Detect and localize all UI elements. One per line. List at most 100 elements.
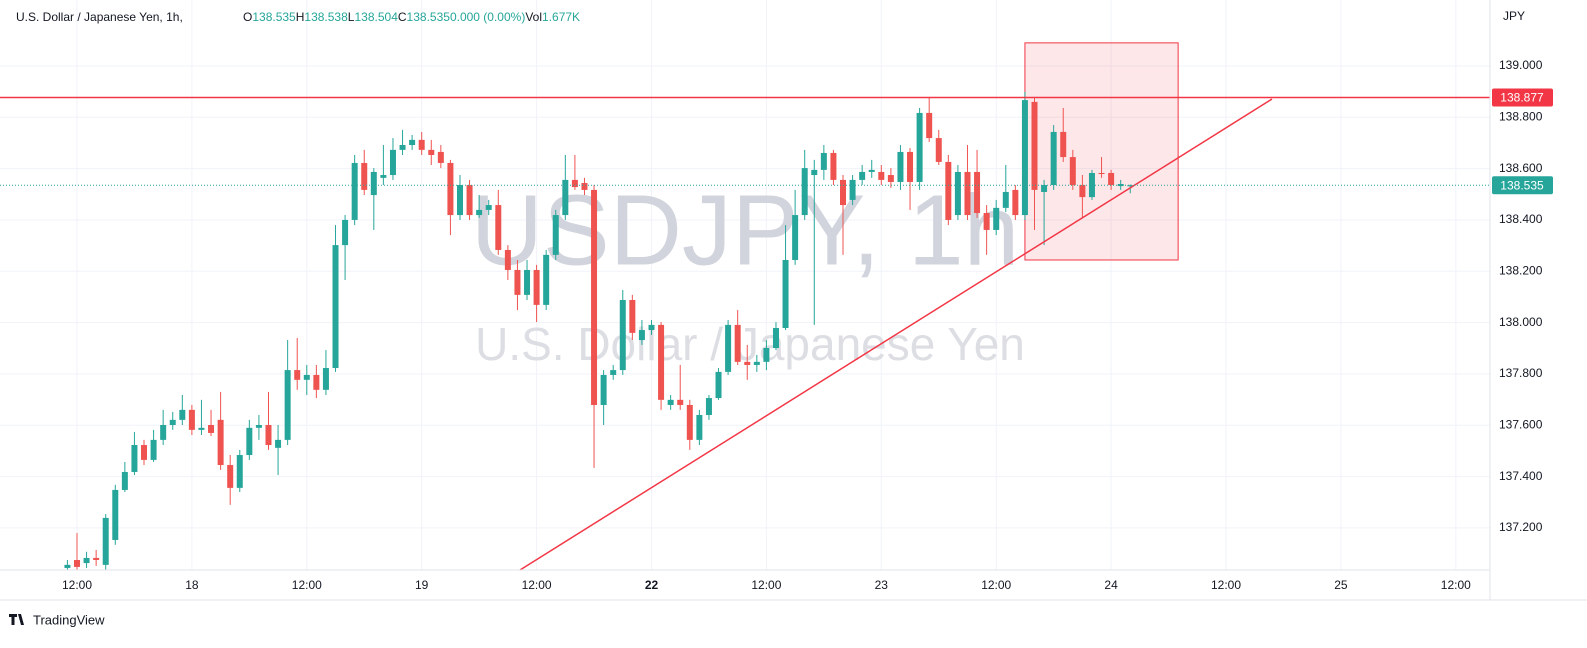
candle-body (198, 427, 205, 430)
candle-body (954, 171, 961, 216)
brand-logo (9, 614, 24, 625)
watermark-symbol: USDJPY, 1h (471, 174, 1019, 286)
y-tick-label: 137.400 (1499, 469, 1543, 483)
candle-body (112, 489, 119, 540)
candle-body (303, 374, 310, 380)
candle-body (648, 324, 655, 331)
candle-body (610, 370, 617, 375)
candle-body (562, 179, 569, 216)
candle-body (591, 189, 598, 405)
candle-body (1050, 131, 1057, 186)
brand: TradingView (9, 612, 105, 627)
candle-body (782, 259, 789, 328)
candle-body (131, 445, 138, 472)
y-tick-label: 139.000 (1499, 58, 1543, 72)
candle-body (840, 179, 847, 206)
candle-body (524, 269, 531, 295)
candle-body (686, 404, 693, 440)
candle-body (284, 370, 291, 440)
candle-body (179, 409, 186, 420)
candle-body (399, 145, 406, 150)
candle-body (772, 327, 779, 349)
candle-body (830, 152, 837, 180)
candle-body (447, 162, 454, 216)
candle-body (849, 179, 856, 200)
candle-body (370, 171, 377, 196)
price-axis: 137.200 137.400 137.600 137.800 138.000 138.2… (1492, 58, 1553, 534)
candle-body (227, 465, 234, 488)
candle-body (983, 213, 990, 230)
last-price-label: 138.535 (1500, 178, 1544, 192)
legend-key: C (398, 10, 407, 24)
y-tick-label: 138.800 (1499, 109, 1543, 123)
x-tick-label: 12:00 (292, 578, 322, 592)
watermark: USDJPY, 1h U.S. Dollar / Japanese Yen (471, 174, 1025, 370)
candle-body (64, 564, 71, 568)
candle-body (265, 424, 272, 446)
legend-value: 138.535 (252, 10, 296, 24)
candle-body (935, 138, 942, 162)
grid: 12:00 18 12:00 19 12:00 22 12:00 23 12:00 24 12:00… (0, 0, 1490, 592)
candle-body (294, 370, 301, 380)
candle-body (246, 427, 253, 456)
candle-body (1060, 131, 1067, 158)
candle-body (93, 557, 100, 560)
legend-key: L (348, 10, 355, 24)
candle-body (428, 149, 435, 156)
candle-body (878, 171, 885, 180)
candle-body (734, 324, 741, 362)
candle-body (73, 559, 80, 567)
symbol-title: U.S. Dollar / Japanese Yen, 1h, (16, 10, 183, 24)
x-tick-label: 12:00 (1211, 578, 1241, 592)
candle-body (361, 162, 368, 190)
candle-body (600, 374, 607, 405)
candle-body (150, 439, 157, 460)
candle-body (629, 300, 636, 333)
candle-body (725, 324, 732, 372)
hline-price-label: 138.877 (1500, 91, 1544, 105)
x-tick-label: 19 (415, 578, 429, 592)
candle-body (887, 175, 894, 182)
candle-body (1041, 185, 1048, 192)
candle-body (380, 175, 387, 178)
candle-body (437, 151, 444, 163)
candle-body (696, 414, 703, 440)
candle-body (322, 368, 329, 390)
y-tick-label: 138.600 (1499, 161, 1543, 175)
legend-key: O (243, 10, 252, 24)
trend-line (519, 98, 1273, 571)
candle-body (916, 112, 923, 182)
candle-body (801, 168, 808, 216)
candle-body (974, 171, 981, 214)
ohlc-values: O138.535H138.538L138.504C138.5350.000 (0… (243, 10, 580, 24)
candle-body (495, 205, 502, 250)
last-price-tag (1492, 176, 1553, 195)
candle-body (466, 185, 473, 216)
candle-body (744, 361, 751, 365)
watermark-description: U.S. Dollar / Japanese Yen (475, 318, 1025, 370)
y-tick-label: 138.000 (1499, 315, 1543, 329)
brand-name: TradingView (33, 612, 105, 627)
y-tick-label: 137.600 (1499, 417, 1543, 431)
candle-body (1079, 185, 1086, 198)
legend-key: H (296, 10, 305, 24)
candle-body (141, 445, 148, 460)
candle-body (658, 324, 665, 400)
candle-body (820, 152, 827, 170)
legend-value: 138.535 (407, 10, 451, 24)
candle-body (332, 245, 339, 369)
candle-body (476, 209, 483, 216)
candle-body (313, 374, 320, 390)
candle-body (667, 399, 674, 405)
candle-body (217, 419, 224, 466)
plot (0, 42, 1490, 571)
y-tick-label: 137.200 (1499, 520, 1543, 534)
candle-body (1117, 184, 1124, 187)
x-tick-label: 22 (645, 578, 659, 592)
range-box (1024, 42, 1179, 261)
candle-body (677, 399, 684, 405)
candle-body (1069, 157, 1076, 186)
legend-value: 0.000 (0.00%) (450, 10, 525, 24)
candle-body (255, 424, 262, 428)
